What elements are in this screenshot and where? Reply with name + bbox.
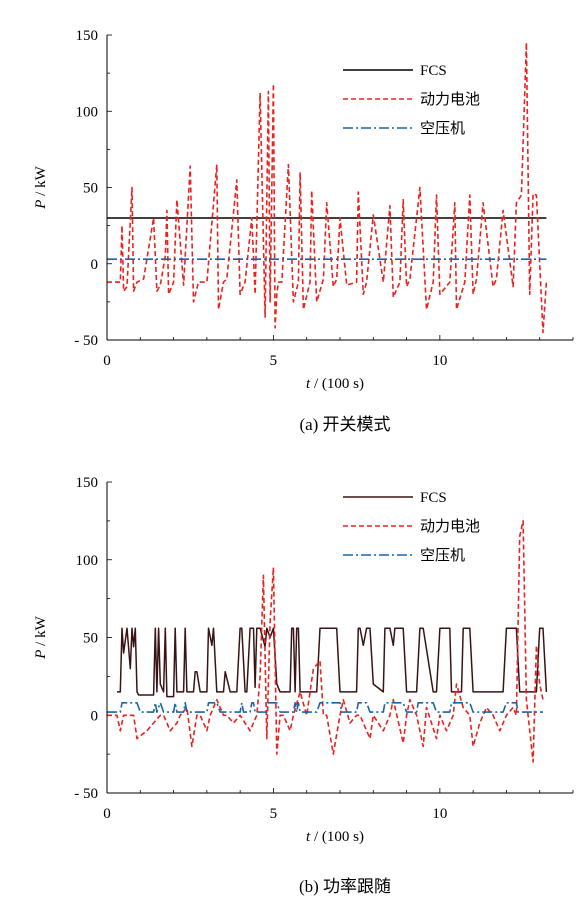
legend-label-2: 空压机 (420, 120, 465, 137)
y-tick-label: - 50 (74, 786, 98, 802)
chart-caption: (a) 开关模式 (299, 415, 390, 434)
series-line-1 (107, 41, 548, 334)
x-tick-label: 0 (103, 806, 111, 822)
y-tick-label: 100 (76, 104, 99, 120)
x-tick-label: 0 (103, 353, 111, 369)
y-tick-label: 150 (76, 475, 99, 491)
x-axis-label: t / (100 s) (306, 829, 364, 845)
y-tick-label: 100 (76, 553, 99, 569)
x-tick-label: 5 (270, 806, 278, 822)
y-tick-label: 0 (91, 257, 99, 273)
x-tick-label: 10 (432, 806, 447, 822)
chart-caption: (b) 功率跟随 (299, 877, 391, 896)
y-tick-label: 50 (83, 181, 98, 197)
y-tick-label: 50 (83, 631, 98, 647)
series-line-1 (107, 520, 544, 763)
y-tick-label: 150 (76, 28, 99, 44)
legend-label-1: 动力电池 (420, 91, 480, 108)
y-axis-label: P / kW (33, 615, 49, 659)
y-tick-label: 0 (91, 708, 99, 724)
y-axis-label-var: P (33, 200, 49, 210)
y-axis-label-var: P (33, 650, 49, 660)
legend-label-0: FCS (420, 490, 447, 506)
x-axis-label-var: t (306, 829, 311, 845)
x-axis-label-var: t (306, 376, 311, 392)
series-line-2 (107, 701, 543, 713)
x-axis-label-unit: / (100 s) (310, 829, 364, 845)
y-axis-label-unit: / kW (33, 615, 49, 649)
series-line-0 (117, 627, 548, 698)
y-axis-label-unit: / kW (33, 165, 49, 199)
legend-label-2: 空压机 (420, 547, 465, 564)
x-axis-label: t / (100 s) (306, 376, 364, 392)
x-tick-label: 10 (432, 353, 447, 369)
y-axis-label: P / kW (33, 165, 49, 209)
legend-label-0: FCS (420, 63, 447, 79)
y-tick-label: - 50 (74, 333, 98, 349)
legend-label-1: 动力电池 (420, 518, 480, 535)
x-axis-label-unit: / (100 s) (310, 376, 364, 392)
x-tick-label: 5 (270, 353, 278, 369)
